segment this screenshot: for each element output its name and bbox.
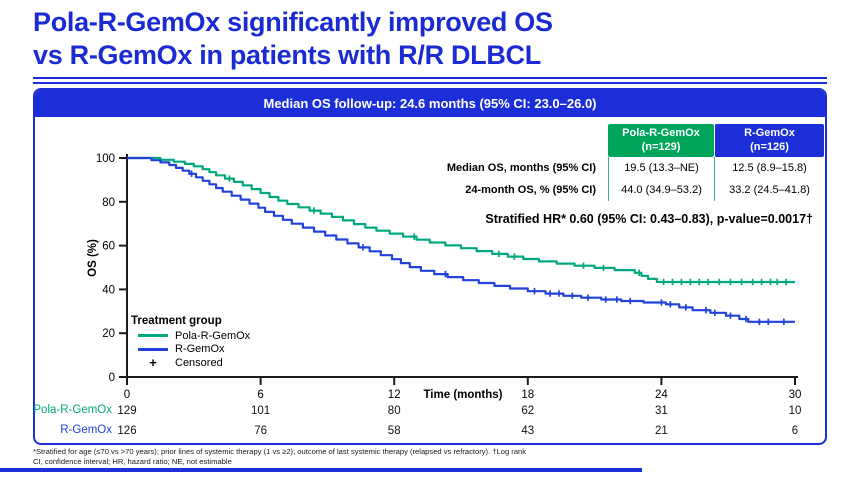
treatment-legend: Treatment group Pola-R-GemOx R-GemOx + C… <box>131 315 250 370</box>
legend-title: Treatment group <box>131 315 222 327</box>
os-stats-table: Pola-R-GemOx (n=129) R-GemOx (n=126) Med… <box>368 124 824 201</box>
stats-value-24mo-pola: 44.0 (34.9–53.2) <box>608 179 714 201</box>
footnote-stratification: *Stratified for age (≤70 vs >70 years); … <box>33 447 527 456</box>
stats-value-24mo-rgemox: 33.2 (24.5–41.8) <box>714 179 824 201</box>
stats-value-median-pola: 19.5 (13.3–NE) <box>608 157 714 179</box>
slide-title-line1: Pola-R-GemOx significantly improved OS <box>33 7 553 37</box>
rgemox-line-swatch-icon <box>138 347 168 351</box>
legend-label-pola: Pola-R-GemOx <box>175 329 251 342</box>
pola-line-swatch-icon <box>138 334 168 338</box>
at-risk-label-pola: Pola-R-GemOx <box>33 404 112 416</box>
slide-title: Pola-R-GemOx significantly improved OS v… <box>33 6 553 72</box>
y-axis-title: OS (%) <box>87 239 99 277</box>
legend-label-censored: Censored <box>175 356 223 369</box>
censored-plus-icon: + <box>149 354 157 370</box>
stats-header-pola: Pola-R-GemOx (n=129) <box>608 124 714 157</box>
legend-item-pola: Pola-R-GemOx <box>131 329 250 343</box>
legend-item-censored: + Censored <box>131 356 250 370</box>
stats-header-rgemox-name: R-GemOx <box>744 127 795 139</box>
legend-label-rgemox: R-GemOx <box>175 343 225 356</box>
slide-title-line2: vs R-GemOx in patients with R/R DLBCL <box>33 40 541 70</box>
stratified-hr-statement: Stratified HR* 0.60 (95% CI: 0.43–0.83),… <box>485 212 813 226</box>
footnote-abbreviations: CI, confidence interval; HR, hazard rati… <box>33 457 232 466</box>
stats-row-label-24mo-os: 24-month OS, % (95% CI) <box>465 184 596 196</box>
stats-header-rgemox-n: (n=126) <box>750 140 789 153</box>
stats-header-pola-n: (n=129) <box>641 140 681 153</box>
title-underline <box>33 77 827 84</box>
bottom-accent-bar <box>0 468 642 472</box>
stats-header-pola-name: Pola-R-GemOx <box>622 127 700 139</box>
stats-spacer <box>368 124 608 157</box>
x-axis-title: Time (months) <box>423 389 503 401</box>
median-followup-banner: Median OS follow-up: 24.6 months (95% CI… <box>35 90 825 117</box>
legend-item-rgemox: R-GemOx <box>131 343 250 357</box>
at-risk-label-rgemox: R-GemOx <box>60 424 112 436</box>
stats-header-rgemox: R-GemOx (n=126) <box>714 124 824 157</box>
stats-value-median-rgemox: 12.5 (8.9–15.8) <box>714 157 824 179</box>
stats-row-label-median-os: Median OS, months (95% CI) <box>446 162 596 174</box>
